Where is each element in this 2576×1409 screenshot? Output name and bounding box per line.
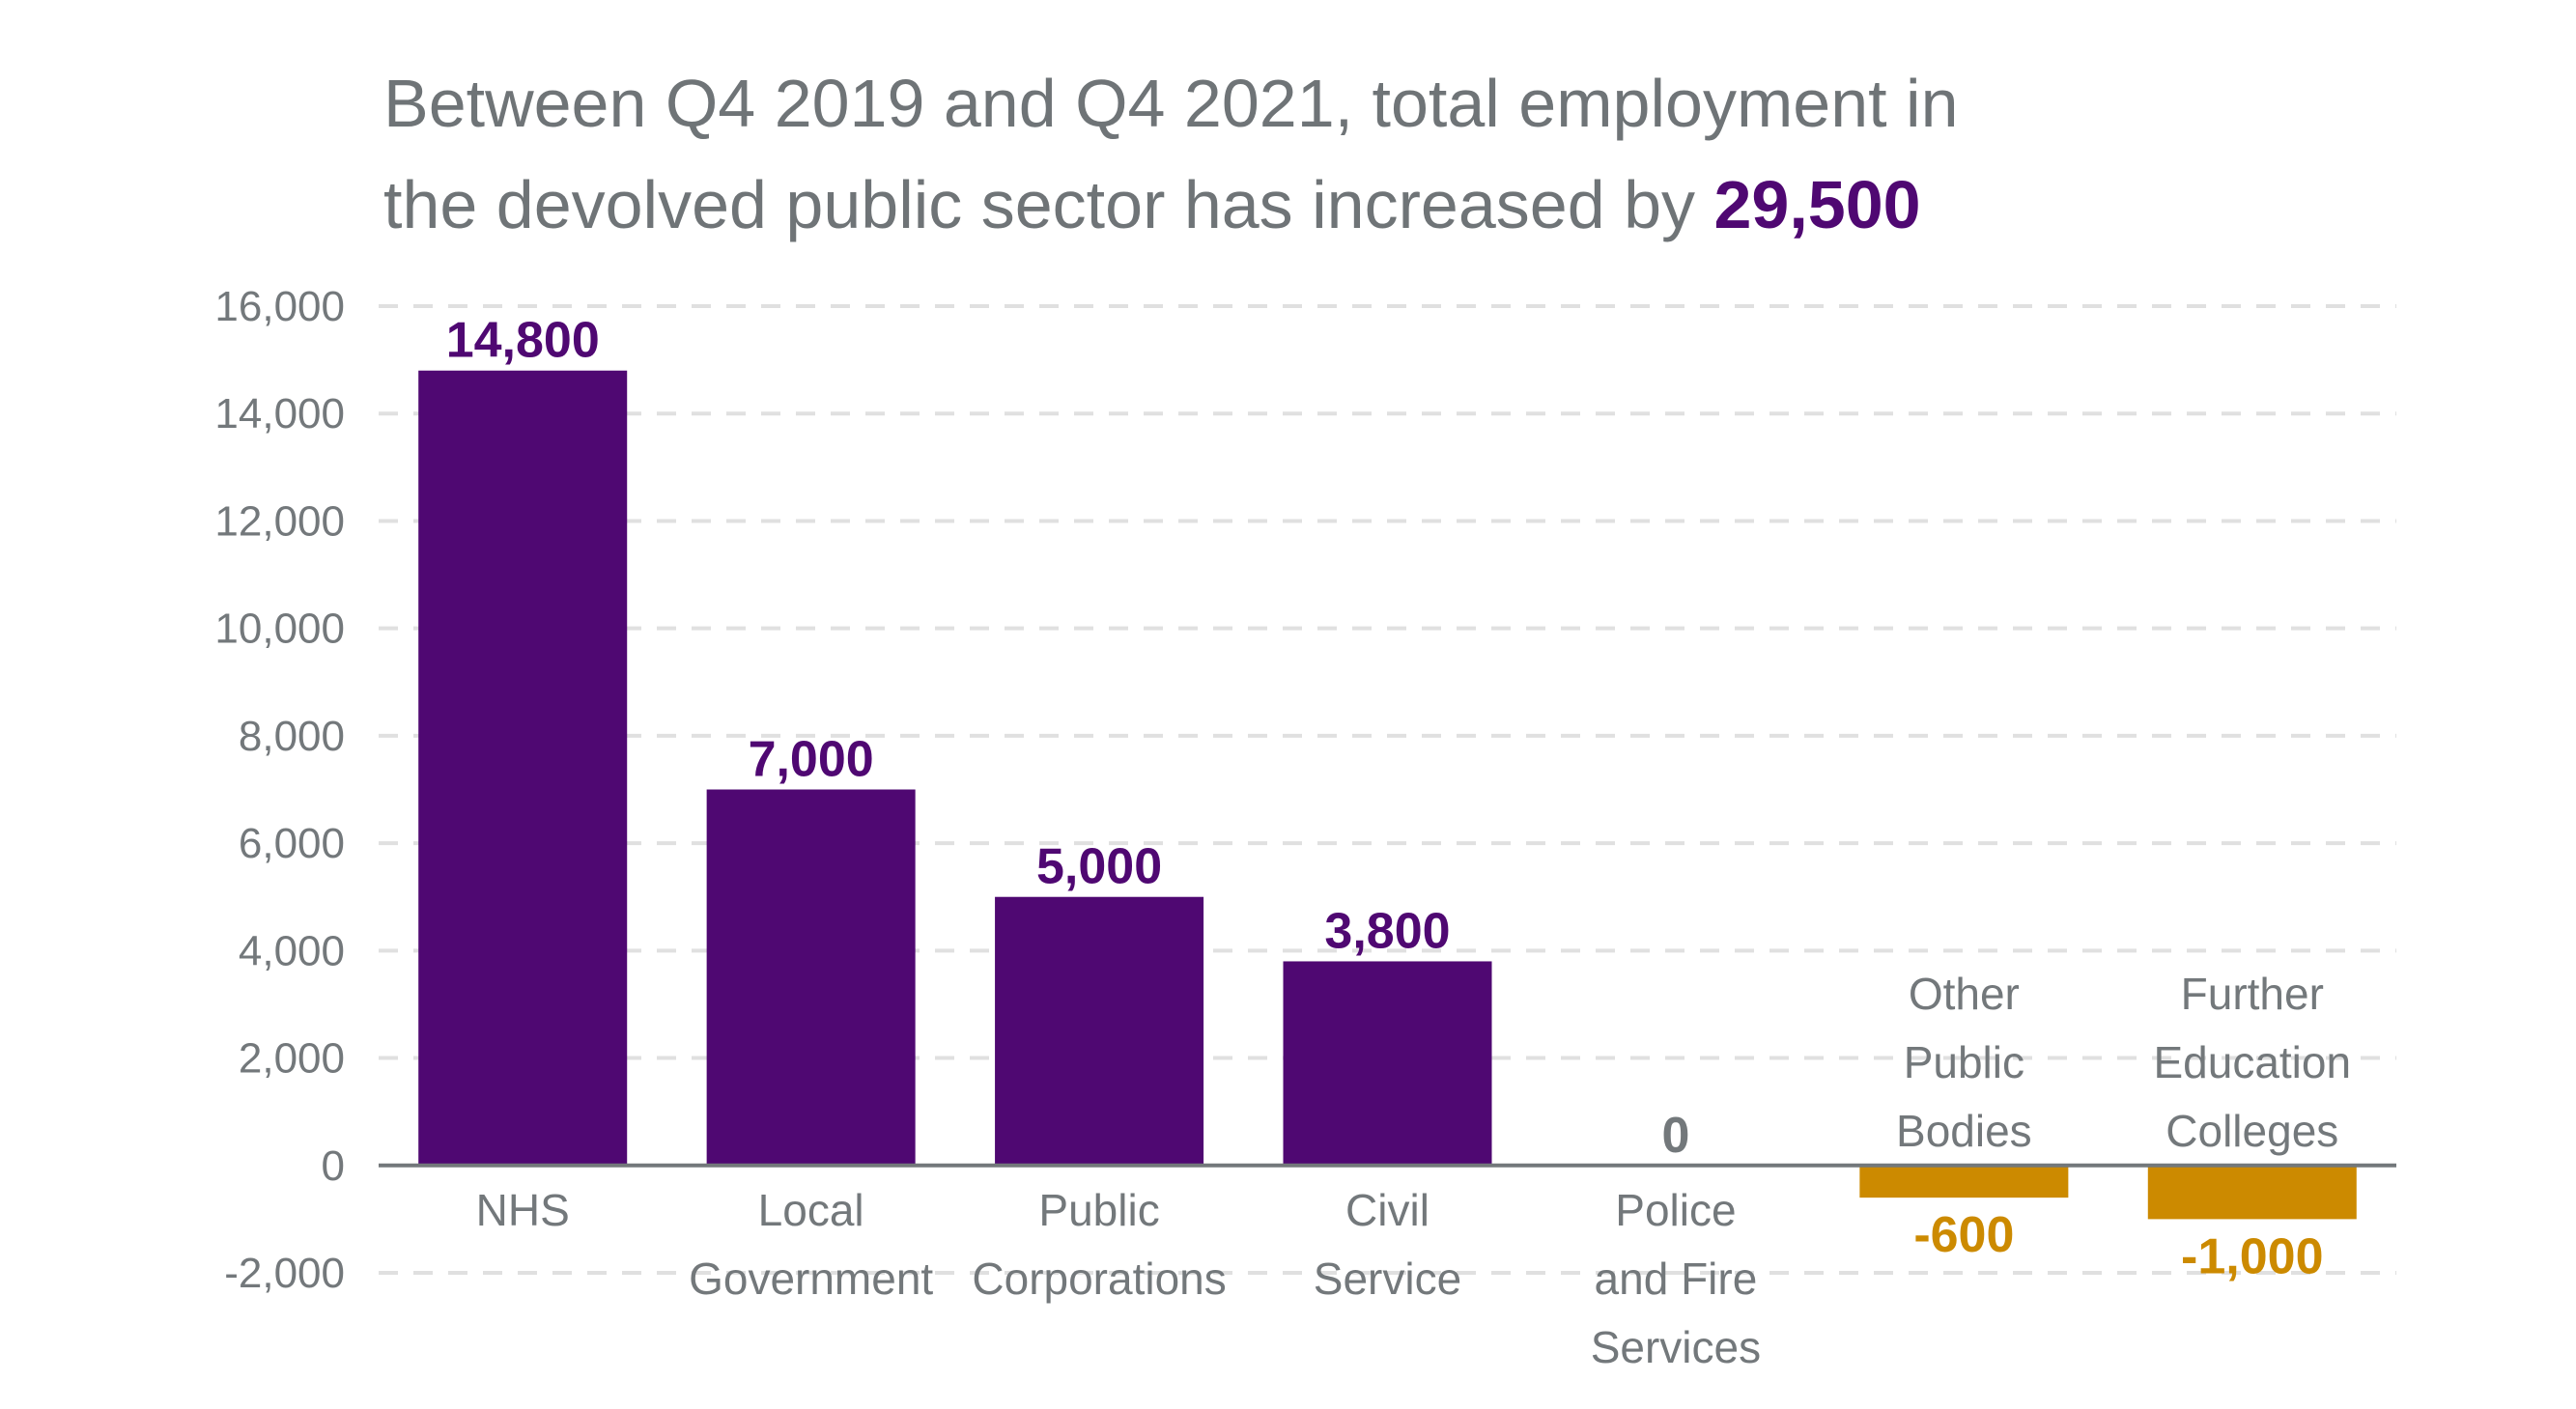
- data-label: -1,000: [2181, 1228, 2323, 1284]
- bar: [1859, 1165, 2069, 1198]
- category-label: Further: [2181, 969, 2324, 1019]
- category-label: Civil: [1345, 1185, 1430, 1235]
- bar: [995, 896, 1204, 1166]
- y-tick-label: 4,000: [239, 927, 345, 974]
- y-tick-label: 14,000: [214, 390, 345, 437]
- chart-title-line-2-text: the devolved public sector has increased…: [383, 167, 1713, 242]
- category-label: Public: [1038, 1185, 1159, 1235]
- y-tick-label: 16,000: [214, 283, 345, 330]
- y-tick-label: -2,000: [224, 1250, 345, 1297]
- bar: [706, 789, 916, 1166]
- category-label: Service: [1314, 1254, 1461, 1304]
- category-label: Public: [1904, 1037, 2024, 1087]
- y-tick-label: 12,000: [214, 497, 345, 545]
- y-tick-label: 8,000: [239, 713, 345, 760]
- category-label: Local: [758, 1185, 864, 1235]
- category-label: Education: [2153, 1037, 2351, 1087]
- bar: [1283, 961, 1492, 1166]
- y-tick-label: 10,000: [214, 606, 345, 653]
- chart-title-line-2: the devolved public sector has increased…: [383, 167, 1921, 242]
- chart-title-highlight: 29,500: [1713, 167, 1920, 242]
- category-label: NHS: [476, 1185, 570, 1235]
- bar: [2147, 1165, 2357, 1220]
- y-tick-label: 0: [322, 1142, 345, 1190]
- category-label: Corporations: [972, 1254, 1226, 1304]
- data-label: -600: [1913, 1207, 2014, 1263]
- category-label: Colleges: [2166, 1106, 2338, 1156]
- y-tick-label: 2,000: [239, 1035, 345, 1083]
- chart-title-line-1: Between Q4 2019 and Q4 2021, total emplo…: [383, 66, 1959, 141]
- category-label: Other: [1909, 969, 2020, 1019]
- category-label: Bodies: [1896, 1106, 2032, 1156]
- data-label: 7,000: [749, 732, 874, 788]
- category-label: Government: [689, 1254, 933, 1304]
- data-label: 3,800: [1324, 903, 1450, 959]
- category-label: Services: [1591, 1322, 1761, 1372]
- category-label: and Fire: [1595, 1254, 1758, 1304]
- category-label: Police: [1615, 1185, 1736, 1235]
- data-label: 14,800: [446, 313, 600, 369]
- data-label: 5,000: [1036, 839, 1162, 895]
- y-tick-label: 6,000: [239, 820, 345, 867]
- bar: [418, 370, 628, 1166]
- data-label: 0: [1661, 1108, 1689, 1164]
